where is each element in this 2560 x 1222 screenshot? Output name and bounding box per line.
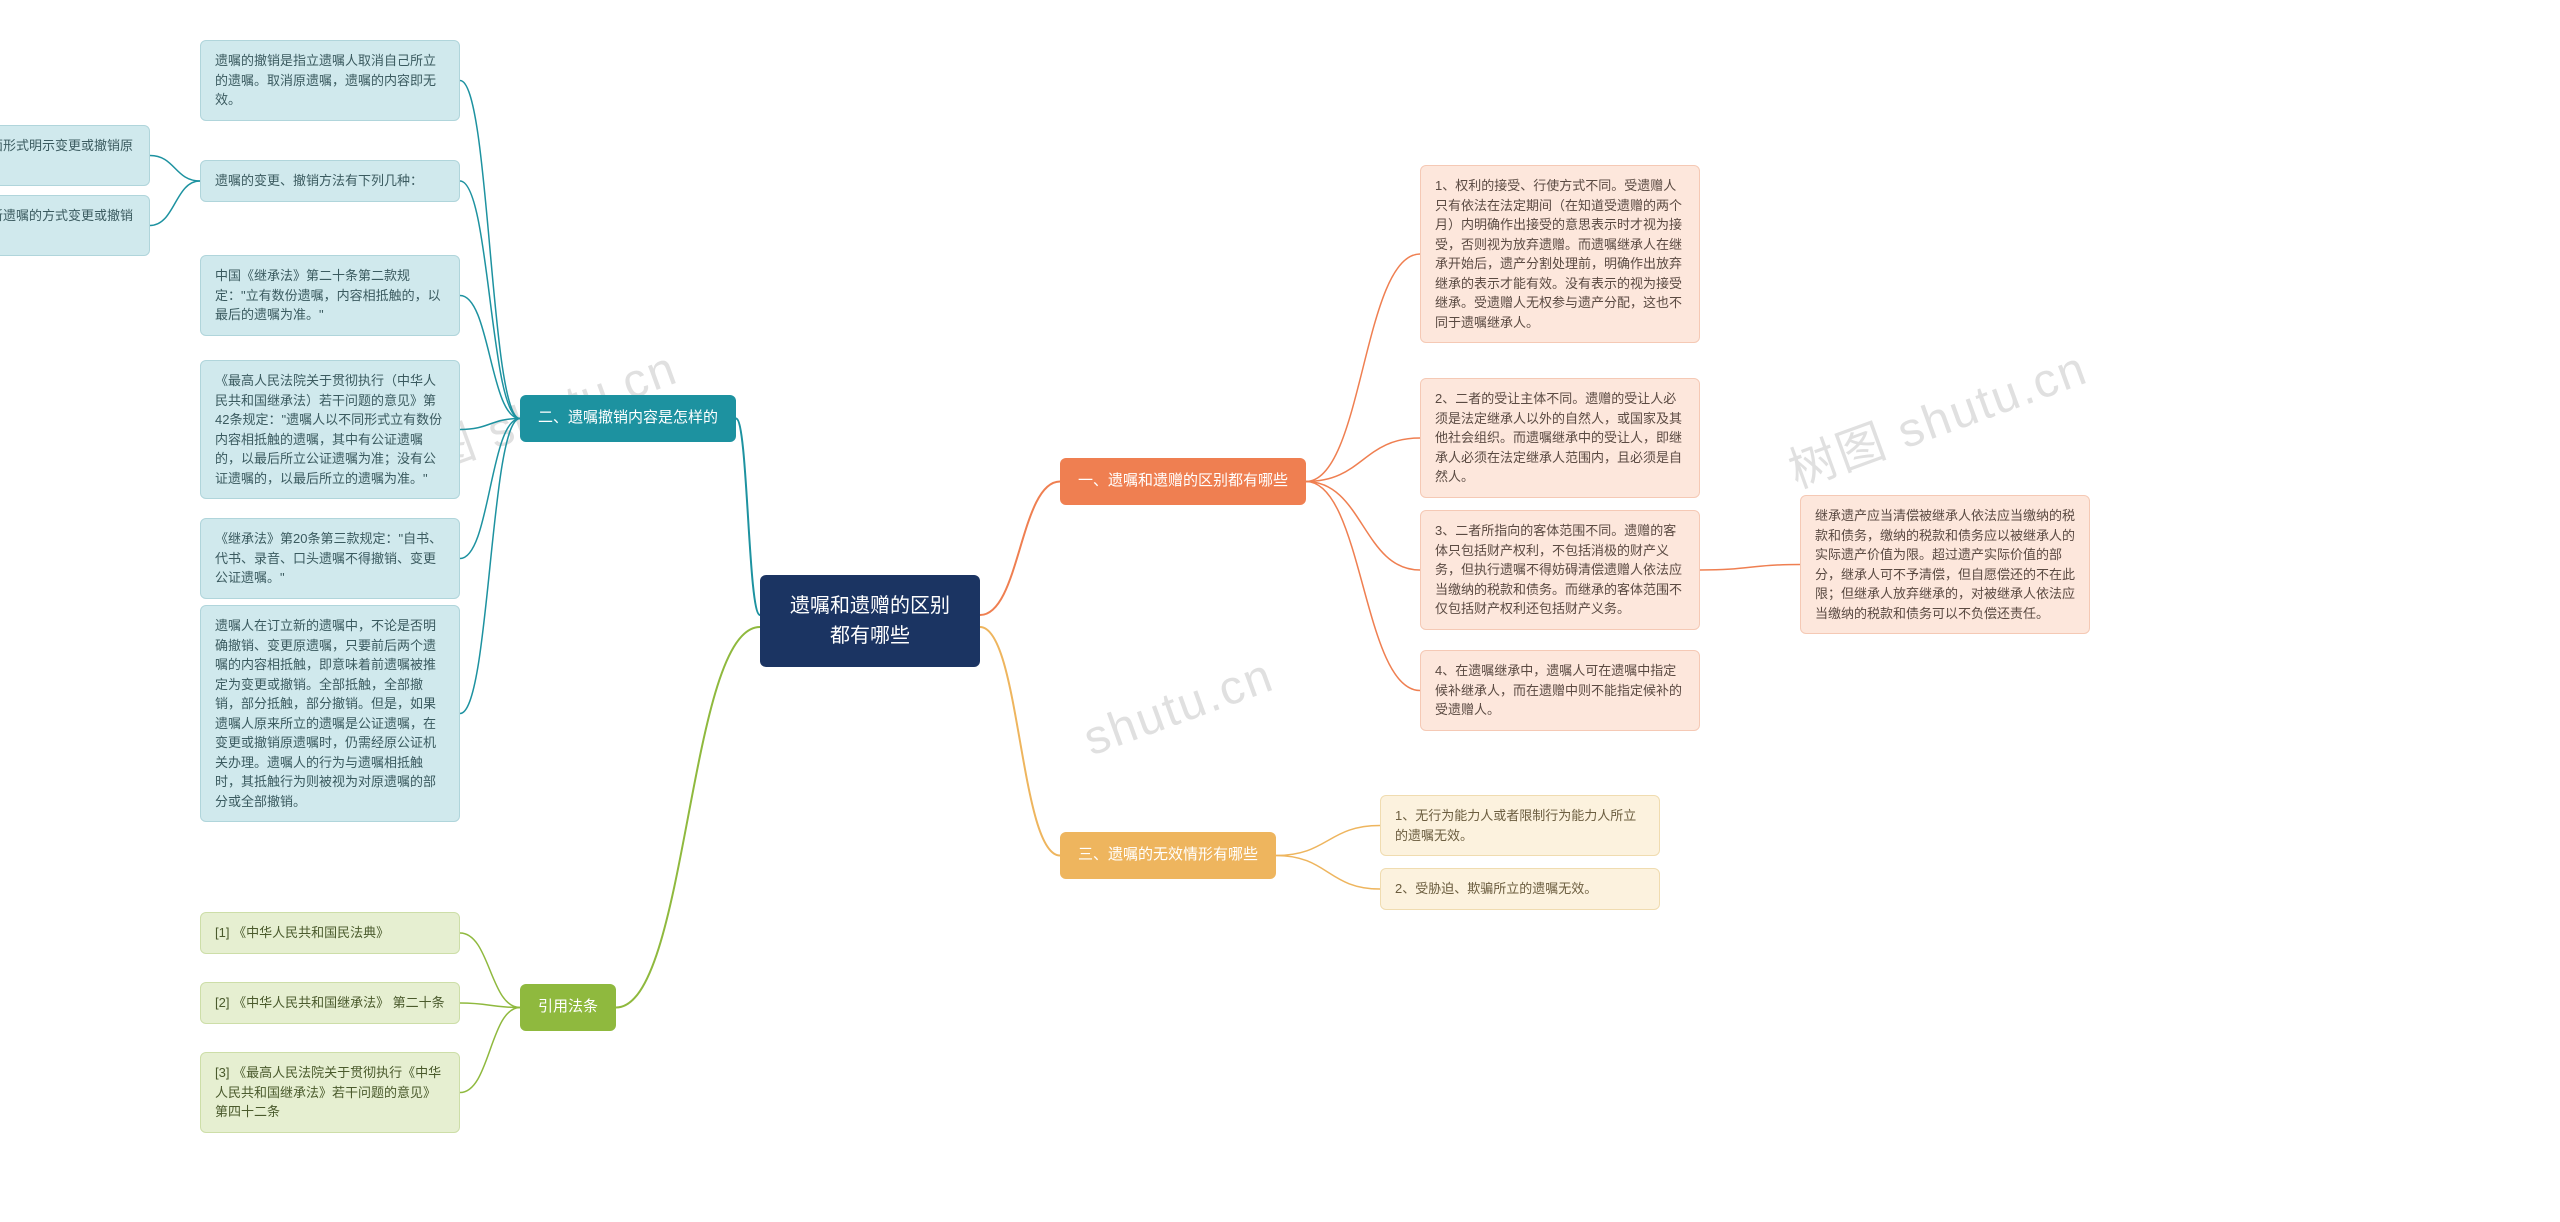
branch1-item-1: 1、权利的接受、行使方式不同。受遗赠人只有依法在法定期间（在知道受遗赠的两个月）… — [1420, 165, 1700, 343]
branch2-item-5: 《继承法》第20条第三款规定："自书、代书、录音、口头遗嘱不得撤销、变更公证遗嘱… — [200, 518, 460, 599]
branch3-item-2: 2、受胁迫、欺骗所立的遗嘱无效。 — [1380, 868, 1660, 910]
branch1-item-4: 4、在遗嘱继承中，遗嘱人可在遗嘱中指定候补继承人，而在遗赠中则不能指定候补的受遗… — [1420, 650, 1700, 731]
branch1-extra: 继承遗产应当清偿被继承人依法应当缴纳的税款和债务，缴纳的税款和债务应以被继承人的… — [1800, 495, 2090, 634]
root-node: 遗嘱和遗赠的区别都有哪些 — [760, 575, 980, 667]
branch1-item-3: 3、二者所指向的客体范围不同。遗赠的客体只包括财产权利，不包括消极的财产义务，但… — [1420, 510, 1700, 630]
watermark: 树图 shutu.cn — [1777, 329, 2095, 502]
branch2-item-3: 中国《继承法》第二十条第二款规定："立有数份遗嘱，内容相抵触的，以最后的遗嘱为准… — [200, 255, 460, 336]
branch2-item-2: 遗嘱的变更、撤销方法有下列几种： — [200, 160, 460, 202]
branch4-item-3: [3] 《最高人民法院关于贯彻执行《中华人民共和国继承法》若干问题的意见》 第四… — [200, 1052, 460, 1133]
branch-2: 二、遗嘱撤销内容是怎样的 — [520, 395, 736, 442]
branch2-sub-2: （二）以立新遗嘱的方式变更或撤销原遗嘱。 — [0, 195, 150, 256]
branch2-item-1: 遗嘱的撤销是指立遗嘱人取消自己所立的遗嘱。取消原遗嘱，遗嘱的内容即无效。 — [200, 40, 460, 121]
branch1-item-2: 2、二者的受让主体不同。遗赠的受让人必须是法定继承人以外的自然人，或国家及其他社… — [1420, 378, 1700, 498]
branch2-item-6: 遗嘱人在订立新的遗嘱中，不论是否明确撤销、变更原遗嘱，只要前后两个遗嘱的内容相抵… — [200, 605, 460, 822]
watermark: shutu.cn — [1077, 648, 1281, 767]
branch-4: 引用法条 — [520, 984, 616, 1031]
branch3-item-1: 1、无行为能力人或者限制行为能力人所立的遗嘱无效。 — [1380, 795, 1660, 856]
branch-3: 三、遗嘱的无效情形有哪些 — [1060, 832, 1276, 879]
branch2-sub-1: （一）以书面形式明示变更或撤销原遗嘱。 — [0, 125, 150, 186]
branch4-item-2: [2] 《中华人民共和国继承法》 第二十条 — [200, 982, 460, 1024]
branch-1: 一、遗嘱和遗赠的区别都有哪些 — [1060, 458, 1306, 505]
branch4-item-1: [1] 《中华人民共和国民法典》 — [200, 912, 460, 954]
branch2-item-4: 《最高人民法院关于贯彻执行（中华人民共和国继承法）若干问题的意见》第42条规定：… — [200, 360, 460, 499]
